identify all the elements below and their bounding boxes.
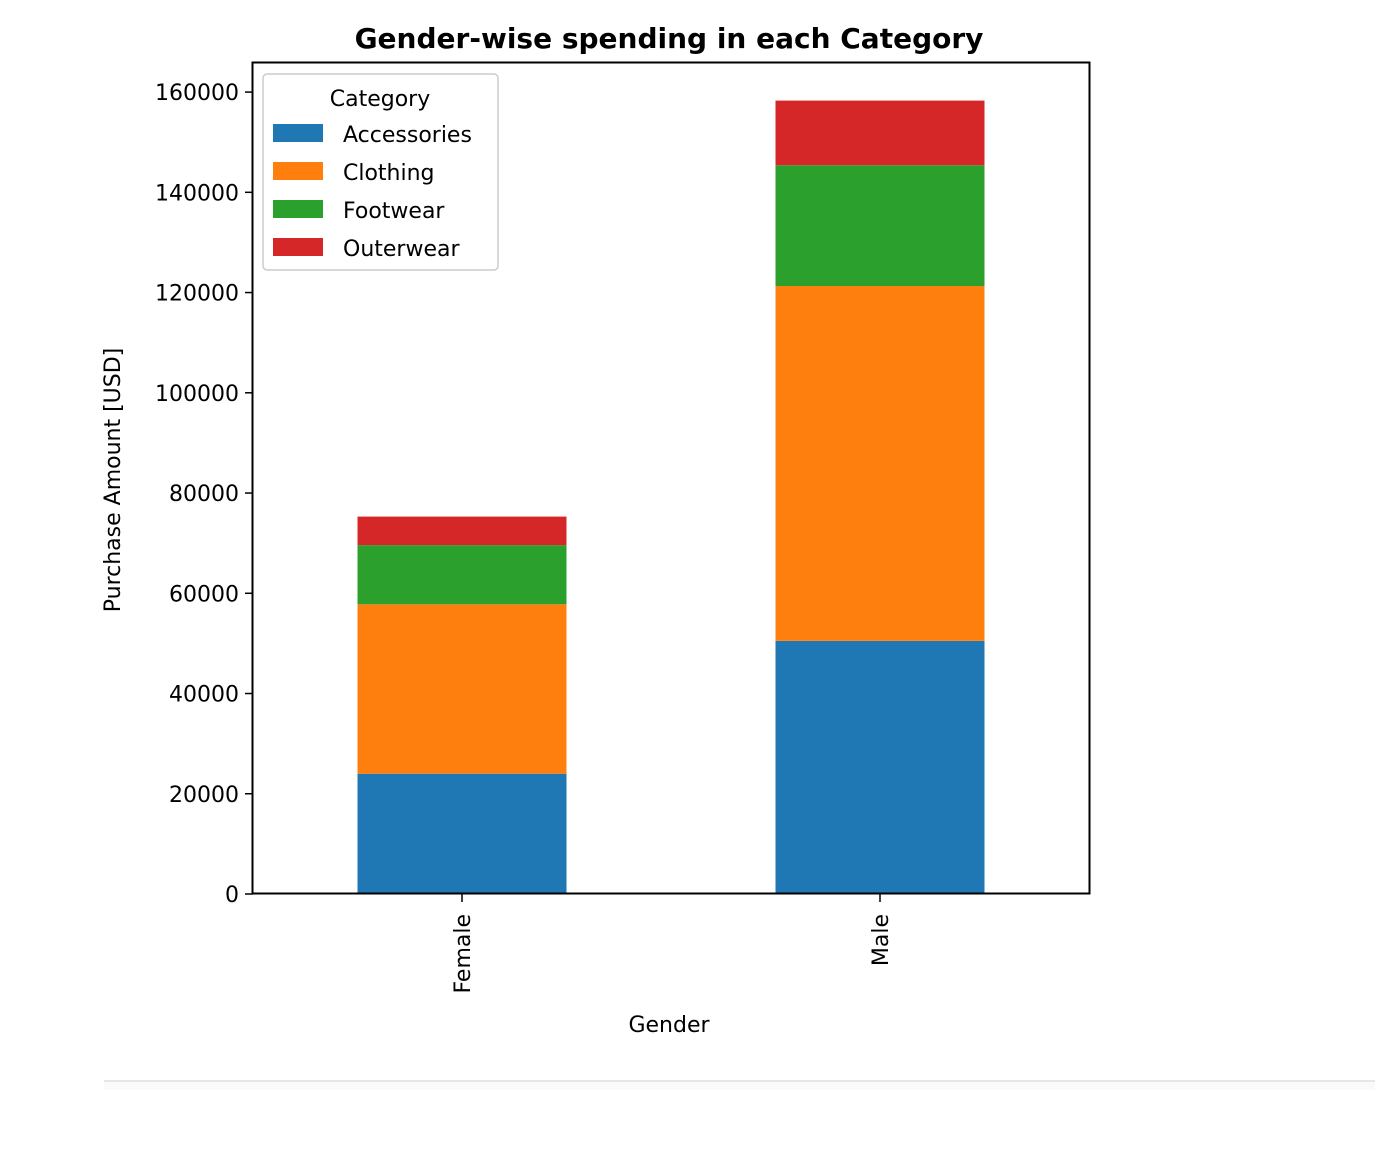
bar-male-accessories	[775, 640, 985, 894]
cell-divider	[104, 1080, 1375, 1082]
bar-female-accessories	[357, 773, 567, 894]
bar-male-outerwear	[775, 100, 985, 166]
bar-female-outerwear	[357, 516, 567, 546]
y-tick-label: 120000	[155, 282, 239, 307]
y-tick-label: 20000	[169, 783, 239, 808]
y-tick-label: 40000	[169, 683, 239, 708]
legend-swatch-clothing	[273, 162, 323, 180]
bar-female-clothing	[357, 604, 567, 774]
y-tick-label: 100000	[155, 382, 239, 407]
legend-label-outerwear: Outerwear	[343, 237, 460, 262]
legend-swatch-accessories	[273, 124, 323, 142]
legend-label-accessories: Accessories	[343, 123, 472, 148]
output-cell-strip	[104, 1082, 1375, 1090]
bars-layer	[357, 100, 985, 894]
bar-male-footwear	[775, 165, 985, 287]
y-tick-label: 80000	[169, 482, 239, 507]
x-tick-label: Male	[869, 914, 894, 966]
x-tick-label: Female	[451, 914, 476, 994]
x-axis-label: Gender	[628, 1013, 710, 1038]
y-axis: 0 20000 40000 60000 80000 100000 120000 140000 1…	[155, 81, 253, 908]
legend-swatch-footwear	[273, 200, 323, 218]
legend-items: Accessories Clothing Footwear Outerwear	[273, 123, 472, 262]
legend-title: Category	[330, 87, 431, 112]
y-tick-label: 160000	[155, 81, 239, 106]
chart-title: Gender-wise spending in each Category	[355, 22, 984, 55]
legend-swatch-outerwear	[273, 238, 323, 256]
y-tick-label: 0	[225, 883, 239, 908]
legend-label-clothing: Clothing	[343, 161, 435, 186]
bar-male-clothing	[775, 286, 985, 641]
legend-label-footwear: Footwear	[343, 199, 445, 224]
y-tick-label: 140000	[155, 181, 239, 206]
x-axis: Female Male	[451, 894, 894, 994]
legend: Category Accessories Clothing Footwear Oute…	[262, 73, 499, 271]
y-axis-label: Purchase Amount [USD]	[101, 348, 126, 613]
legend-frame	[262, 73, 499, 271]
bar-female-footwear	[357, 545, 567, 605]
y-tick-label: 60000	[169, 582, 239, 607]
plot-frame	[251, 61, 1091, 895]
